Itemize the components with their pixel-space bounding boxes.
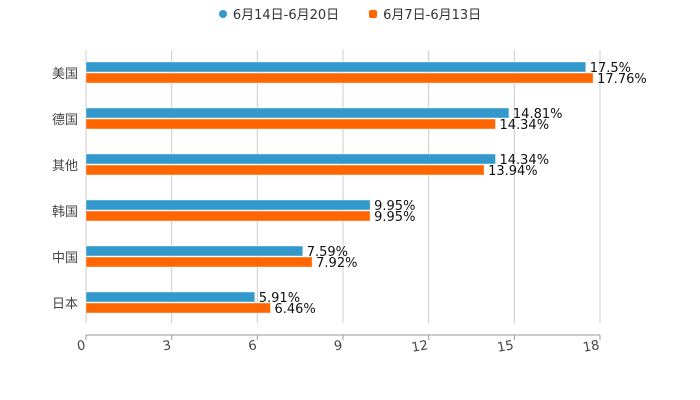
y-category-label: 韩国 xyxy=(52,205,78,220)
bar-2 xyxy=(85,210,371,222)
data-label: 13.94% xyxy=(488,164,538,179)
legend: 6月14日-6月20日 6月7日-6月13日 xyxy=(0,4,700,23)
data-label: 14.81% xyxy=(513,107,563,122)
legend-marker-icon xyxy=(218,9,227,18)
data-label: 7.92% xyxy=(316,256,357,271)
x-tick-label: 15 xyxy=(496,338,515,356)
y-category-label: 中国 xyxy=(52,251,78,266)
bar-2 xyxy=(85,256,313,268)
bar-1 xyxy=(85,61,587,73)
y-category-label: 德国 xyxy=(52,113,78,128)
x-tick-label: 18 xyxy=(582,338,601,356)
bar-1 xyxy=(85,199,371,211)
x-tick-label: 0 xyxy=(76,338,87,354)
y-category-label: 日本 xyxy=(52,297,78,312)
data-label: 9.95% xyxy=(374,199,415,214)
x-tick-label: 12 xyxy=(410,338,429,356)
x-tick-label: 3 xyxy=(162,338,173,354)
data-label: 5.91% xyxy=(259,291,300,306)
legend-item-series-1[interactable]: 6月14日-6月20日 xyxy=(218,4,340,23)
x-tick-label: 9 xyxy=(333,338,344,354)
x-tick-label: 6 xyxy=(247,338,258,354)
legend-item-series-2[interactable]: 6月7日-6月13日 xyxy=(369,4,481,23)
legend-label: 6月7日-6月13日 xyxy=(383,8,482,23)
data-label: 14.34% xyxy=(499,153,549,168)
data-label: 14.34% xyxy=(499,118,549,133)
data-label: 9.95% xyxy=(374,210,415,225)
data-label: 17.5% xyxy=(590,61,631,76)
bar-2 xyxy=(85,72,594,84)
bar-2 xyxy=(85,164,485,176)
data-label: 7.59% xyxy=(307,245,348,260)
bar-1 xyxy=(85,153,496,165)
bar-2 xyxy=(85,118,496,130)
legend-label: 6月14日-6月20日 xyxy=(232,8,340,23)
bar-1 xyxy=(85,107,510,119)
data-label: 17.76% xyxy=(597,72,647,87)
bar-1 xyxy=(85,291,256,303)
bar-1 xyxy=(85,245,304,257)
bar-2 xyxy=(85,302,271,314)
data-label: 6.46% xyxy=(274,302,315,317)
y-category-label: 其他 xyxy=(52,159,78,174)
legend-marker-icon xyxy=(369,9,378,18)
y-category-label: 美国 xyxy=(52,67,78,82)
